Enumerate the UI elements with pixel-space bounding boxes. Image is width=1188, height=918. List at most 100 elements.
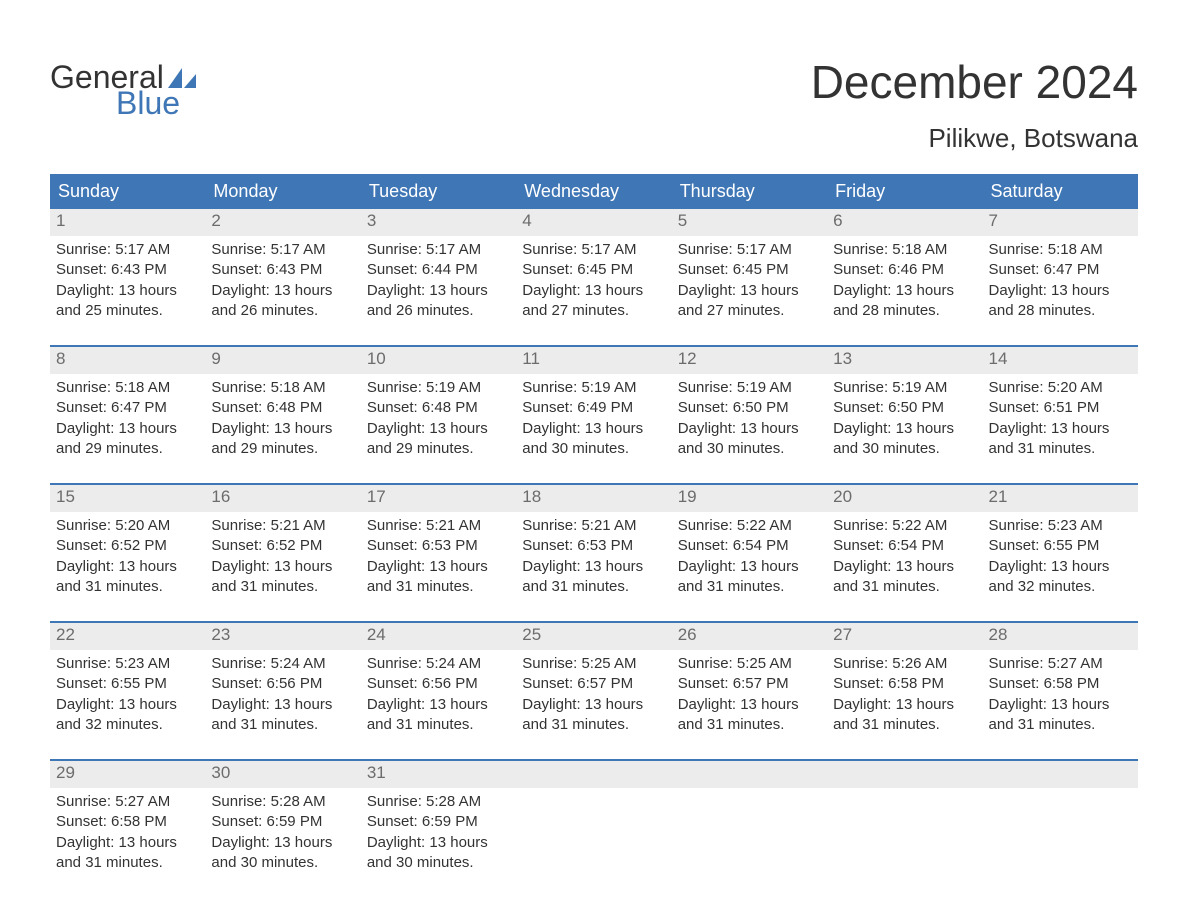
day-sunrise: Sunrise: 5:18 AM [833,240,976,260]
day-d1: Daylight: 13 hours [989,281,1132,301]
day-body: Sunrise: 5:24 AMSunset: 6:56 PMDaylight:… [361,650,516,735]
calendar-day: 27Sunrise: 5:26 AMSunset: 6:58 PMDayligh… [827,623,982,735]
logo-text-blue: Blue [116,87,196,119]
day-number: 1 [50,209,205,236]
day-d2: and 27 minutes. [522,301,665,321]
day-body: Sunrise: 5:19 AMSunset: 6:48 PMDaylight:… [361,374,516,459]
day-d1: Daylight: 13 hours [833,419,976,439]
day-d2: and 31 minutes. [367,715,510,735]
calendar-day [827,761,982,873]
calendar-day: 10Sunrise: 5:19 AMSunset: 6:48 PMDayligh… [361,347,516,459]
day-d1: Daylight: 13 hours [678,695,821,715]
calendar-page: General Blue December 2024 Pilikwe, Bots… [0,0,1188,913]
day-sunrise: Sunrise: 5:19 AM [522,378,665,398]
calendar-day: 1 Sunrise: 5:17 AMSunset: 6:43 PMDaylight… [50,209,205,321]
day-d2: and 31 minutes. [522,715,665,735]
day-body: Sunrise: 5:27 AMSunset: 6:58 PMDaylight:… [983,650,1138,735]
day-d1: Daylight: 13 hours [367,419,510,439]
day-body: Sunrise: 5:19 AMSunset: 6:50 PMDaylight:… [672,374,827,459]
day-d2: and 30 minutes. [367,853,510,873]
weekday-header: Saturday [983,174,1138,209]
day-d1: Daylight: 13 hours [678,281,821,301]
day-number: 15 [50,485,205,512]
day-sunrise: Sunrise: 5:18 AM [56,378,199,398]
day-sunrise: Sunrise: 5:18 AM [989,240,1132,260]
day-d1: Daylight: 13 hours [56,281,199,301]
day-d2: and 31 minutes. [678,577,821,597]
day-number [983,761,1138,788]
day-d2: and 25 minutes. [56,301,199,321]
day-number: 3 [361,209,516,236]
top-bar: General Blue December 2024 Pilikwe, Bots… [50,55,1138,154]
day-sunset: Sunset: 6:54 PM [678,536,821,556]
calendar-day: 28Sunrise: 5:27 AMSunset: 6:58 PMDayligh… [983,623,1138,735]
day-body: Sunrise: 5:25 AMSunset: 6:57 PMDaylight:… [672,650,827,735]
calendar-day: 15Sunrise: 5:20 AMSunset: 6:52 PMDayligh… [50,485,205,597]
day-number: 18 [516,485,671,512]
day-number: 17 [361,485,516,512]
day-number [672,761,827,788]
day-d2: and 32 minutes. [989,577,1132,597]
day-sunset: Sunset: 6:55 PM [56,674,199,694]
day-sunset: Sunset: 6:43 PM [56,260,199,280]
day-d2: and 29 minutes. [367,439,510,459]
calendar-day: 16Sunrise: 5:21 AMSunset: 6:52 PMDayligh… [205,485,360,597]
day-d1: Daylight: 13 hours [522,557,665,577]
day-body: Sunrise: 5:17 AMSunset: 6:44 PMDaylight:… [361,236,516,321]
day-sunset: Sunset: 6:52 PM [56,536,199,556]
calendar-day: 24Sunrise: 5:24 AMSunset: 6:56 PMDayligh… [361,623,516,735]
day-sunset: Sunset: 6:50 PM [678,398,821,418]
day-body: Sunrise: 5:25 AMSunset: 6:57 PMDaylight:… [516,650,671,735]
day-sunrise: Sunrise: 5:21 AM [211,516,354,536]
calendar-day: 5Sunrise: 5:17 AMSunset: 6:45 PMDaylight… [672,209,827,321]
calendar-day [516,761,671,873]
day-body: Sunrise: 5:28 AMSunset: 6:59 PMDaylight:… [361,788,516,873]
day-sunset: Sunset: 6:43 PM [211,260,354,280]
day-sunrise: Sunrise: 5:26 AM [833,654,976,674]
day-sunrise: Sunrise: 5:19 AM [678,378,821,398]
day-d2: and 31 minutes. [989,439,1132,459]
day-number: 23 [205,623,360,650]
day-sunrise: Sunrise: 5:19 AM [833,378,976,398]
day-sunrise: Sunrise: 5:17 AM [56,240,199,260]
calendar-day: 9Sunrise: 5:18 AMSunset: 6:48 PMDaylight… [205,347,360,459]
calendar-day: 7Sunrise: 5:18 AMSunset: 6:47 PMDaylight… [983,209,1138,321]
day-d2: and 31 minutes. [367,577,510,597]
day-body: Sunrise: 5:19 AMSunset: 6:49 PMDaylight:… [516,374,671,459]
day-d2: and 31 minutes. [678,715,821,735]
calendar-day: 21Sunrise: 5:23 AMSunset: 6:55 PMDayligh… [983,485,1138,597]
day-d1: Daylight: 13 hours [678,557,821,577]
day-d2: and 31 minutes. [833,577,976,597]
day-number: 26 [672,623,827,650]
weekday-header-row: Sunday Monday Tuesday Wednesday Thursday… [50,174,1138,209]
day-sunrise: Sunrise: 5:20 AM [989,378,1132,398]
calendar-day: 3Sunrise: 5:17 AMSunset: 6:44 PMDaylight… [361,209,516,321]
title-block: December 2024 Pilikwe, Botswana [811,55,1138,154]
day-sunrise: Sunrise: 5:25 AM [522,654,665,674]
calendar-day [672,761,827,873]
weekday-header: Friday [827,174,982,209]
day-d2: and 32 minutes. [56,715,199,735]
weekday-header: Sunday [50,174,205,209]
day-body [672,788,827,792]
weekday-header: Wednesday [516,174,671,209]
day-number: 22 [50,623,205,650]
day-number: 5 [672,209,827,236]
calendar-day: 29Sunrise: 5:27 AMSunset: 6:58 PMDayligh… [50,761,205,873]
day-sunset: Sunset: 6:50 PM [833,398,976,418]
day-d1: Daylight: 13 hours [367,557,510,577]
day-sunrise: Sunrise: 5:21 AM [522,516,665,536]
day-sunrise: Sunrise: 5:23 AM [989,516,1132,536]
day-d2: and 30 minutes. [833,439,976,459]
calendar-week: 8Sunrise: 5:18 AMSunset: 6:47 PMDaylight… [50,345,1138,459]
day-d2: and 31 minutes. [833,715,976,735]
day-number: 10 [361,347,516,374]
day-sunset: Sunset: 6:47 PM [56,398,199,418]
calendar-day: 14Sunrise: 5:20 AMSunset: 6:51 PMDayligh… [983,347,1138,459]
day-body: Sunrise: 5:23 AMSunset: 6:55 PMDaylight:… [983,512,1138,597]
day-body: Sunrise: 5:26 AMSunset: 6:58 PMDaylight:… [827,650,982,735]
day-body: Sunrise: 5:21 AMSunset: 6:53 PMDaylight:… [516,512,671,597]
logo: General Blue [50,61,196,119]
day-body: Sunrise: 5:23 AMSunset: 6:55 PMDaylight:… [50,650,205,735]
day-number: 9 [205,347,360,374]
